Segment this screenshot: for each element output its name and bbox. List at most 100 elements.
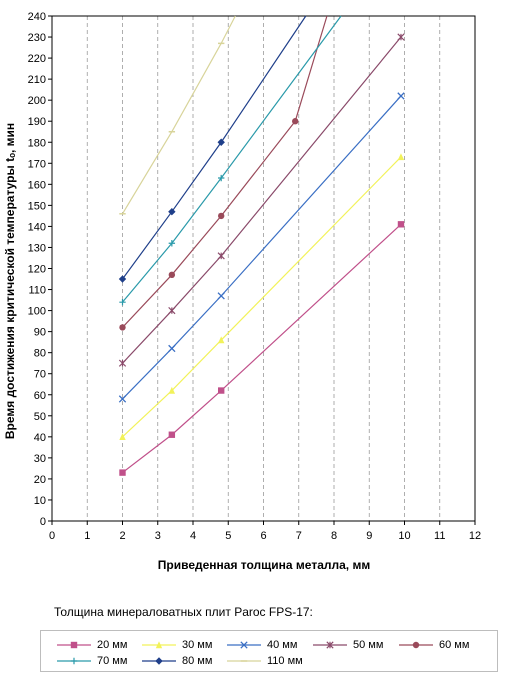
legend-marker: [155, 641, 163, 649]
legend-caption: Толщина минераловатных плит Paroc FPS-17…: [54, 605, 313, 619]
data-point-2: [397, 153, 405, 161]
legend-swatch: [57, 657, 91, 665]
y-tick-label: 150: [28, 200, 46, 212]
legend-label: 70 мм: [97, 655, 128, 667]
chart: 0 1 2 3 4 5 6 7 8 9 10 11 12010203040506070809010011…: [3, 11, 481, 572]
y-tick-label: 130: [28, 242, 46, 254]
legend-marker: [70, 641, 78, 649]
y-tick-label: 210: [28, 74, 46, 86]
series-line-2: [122, 156, 402, 438]
x-tick-label: 8: [331, 530, 337, 542]
x-tick-label: 3: [155, 530, 161, 542]
legend-label: 110 мм: [267, 655, 303, 667]
grid: [86, 16, 441, 521]
legend-item: 30 мм: [140, 637, 220, 653]
x-tick-label: 1: [84, 530, 90, 542]
x-tick-label: 4: [190, 530, 196, 542]
y-tick-label: 170: [28, 158, 46, 170]
y-tick-label: 30: [34, 453, 46, 465]
legend-item: 70 мм: [55, 653, 135, 669]
x-tick-label: 5: [225, 530, 231, 542]
legend-label: 20 мм: [97, 639, 128, 651]
y-tick-label: 190: [28, 116, 46, 128]
legend-item: 60 мм: [397, 637, 477, 653]
y-tick-label: 80: [34, 348, 46, 360]
x-axis-label: Приведенная толщина металла, мм: [158, 558, 371, 572]
data-point-4: [168, 306, 176, 315]
data-point-2: [119, 433, 126, 441]
series-line-1: [122, 223, 402, 474]
series-line-8: [121, 15, 236, 215]
x-tick-label: 12: [469, 530, 481, 542]
y-tick-label: 90: [34, 327, 46, 339]
y-tick-label: 10: [34, 495, 46, 507]
y-tick-label: 60: [34, 390, 46, 402]
legend-swatch: [57, 641, 91, 649]
legend-label: 60 мм: [439, 639, 470, 651]
y-tick-label: 0: [40, 516, 46, 528]
y-tick-label: 140: [28, 221, 46, 233]
y-tick-label: 100: [28, 306, 46, 318]
legend-item: 80 мм: [140, 653, 220, 669]
data-point-2: [168, 386, 176, 394]
legend-swatch: [142, 641, 176, 649]
x-tick-label: 9: [366, 530, 372, 542]
data-point-6: [168, 240, 176, 247]
series-line-6: [122, 15, 342, 303]
data-point-5: [168, 271, 176, 279]
x-tick-label: 0: [49, 530, 55, 542]
data-point-1: [119, 469, 126, 476]
data-point-6: [218, 174, 225, 182]
series-lines: [121, 15, 402, 474]
tick-labels: 0 1 2 3 4 5 6 7 8 9 10 11 12010203040506070809010011…: [28, 11, 481, 542]
data-point-7: [217, 138, 225, 146]
y-tick-label: 40: [34, 432, 46, 444]
data-point-7: [168, 207, 176, 216]
y-tick-label: 120: [28, 264, 46, 276]
legend-marker: [155, 657, 163, 665]
y-axis-label: Время достижения критической температуры…: [3, 123, 17, 439]
y-tick-label: 160: [28, 179, 46, 191]
data-point-3: [397, 92, 405, 100]
y-tick-label: 200: [28, 95, 46, 107]
legend-label: 50 мм: [353, 639, 384, 651]
data-point-3: [168, 344, 176, 353]
data-point-6: [119, 298, 126, 306]
data-point-5: [218, 212, 225, 220]
legend-label: 80 мм: [182, 655, 213, 667]
legend-marker: [412, 641, 420, 649]
legend-label: 30 мм: [182, 639, 213, 651]
data-point-3: [217, 292, 225, 300]
data-point-7: [118, 275, 127, 283]
data-point-4: [118, 359, 127, 367]
data-point-3: [118, 395, 127, 403]
x-tick-label: 6: [260, 530, 266, 542]
x-tick-label: 2: [119, 530, 125, 542]
legend-marker: [326, 641, 334, 649]
x-tick-label: 10: [398, 530, 410, 542]
data-point-2: [218, 336, 225, 344]
data-point-4: [217, 252, 225, 260]
y-tick-label: 70: [34, 369, 46, 381]
series-line-4: [122, 36, 402, 364]
legend-marker: [240, 641, 248, 649]
series-line-7: [122, 15, 307, 280]
y-tick-label: 230: [28, 32, 46, 44]
data-point-1: [218, 387, 225, 394]
x-tick-label: 11: [434, 530, 445, 542]
data-point-1: [397, 221, 405, 228]
y-tick-label: 220: [28, 53, 46, 65]
legend-item: 110 мм: [225, 653, 305, 669]
data-point-5: [119, 324, 126, 331]
y-tick-label: 110: [28, 285, 46, 297]
series-markers: [118, 33, 405, 476]
x-tick-label: 7: [296, 530, 302, 542]
data-point-5: [292, 118, 299, 125]
data-point-4: [397, 33, 405, 41]
y-tick-label: 180: [28, 137, 46, 149]
legend-swatch: [313, 641, 347, 649]
legend-marker: [70, 657, 78, 665]
series-line-3: [122, 95, 402, 400]
legend-item: 50 мм: [311, 637, 391, 653]
legend-label: 40 мм: [267, 639, 298, 651]
